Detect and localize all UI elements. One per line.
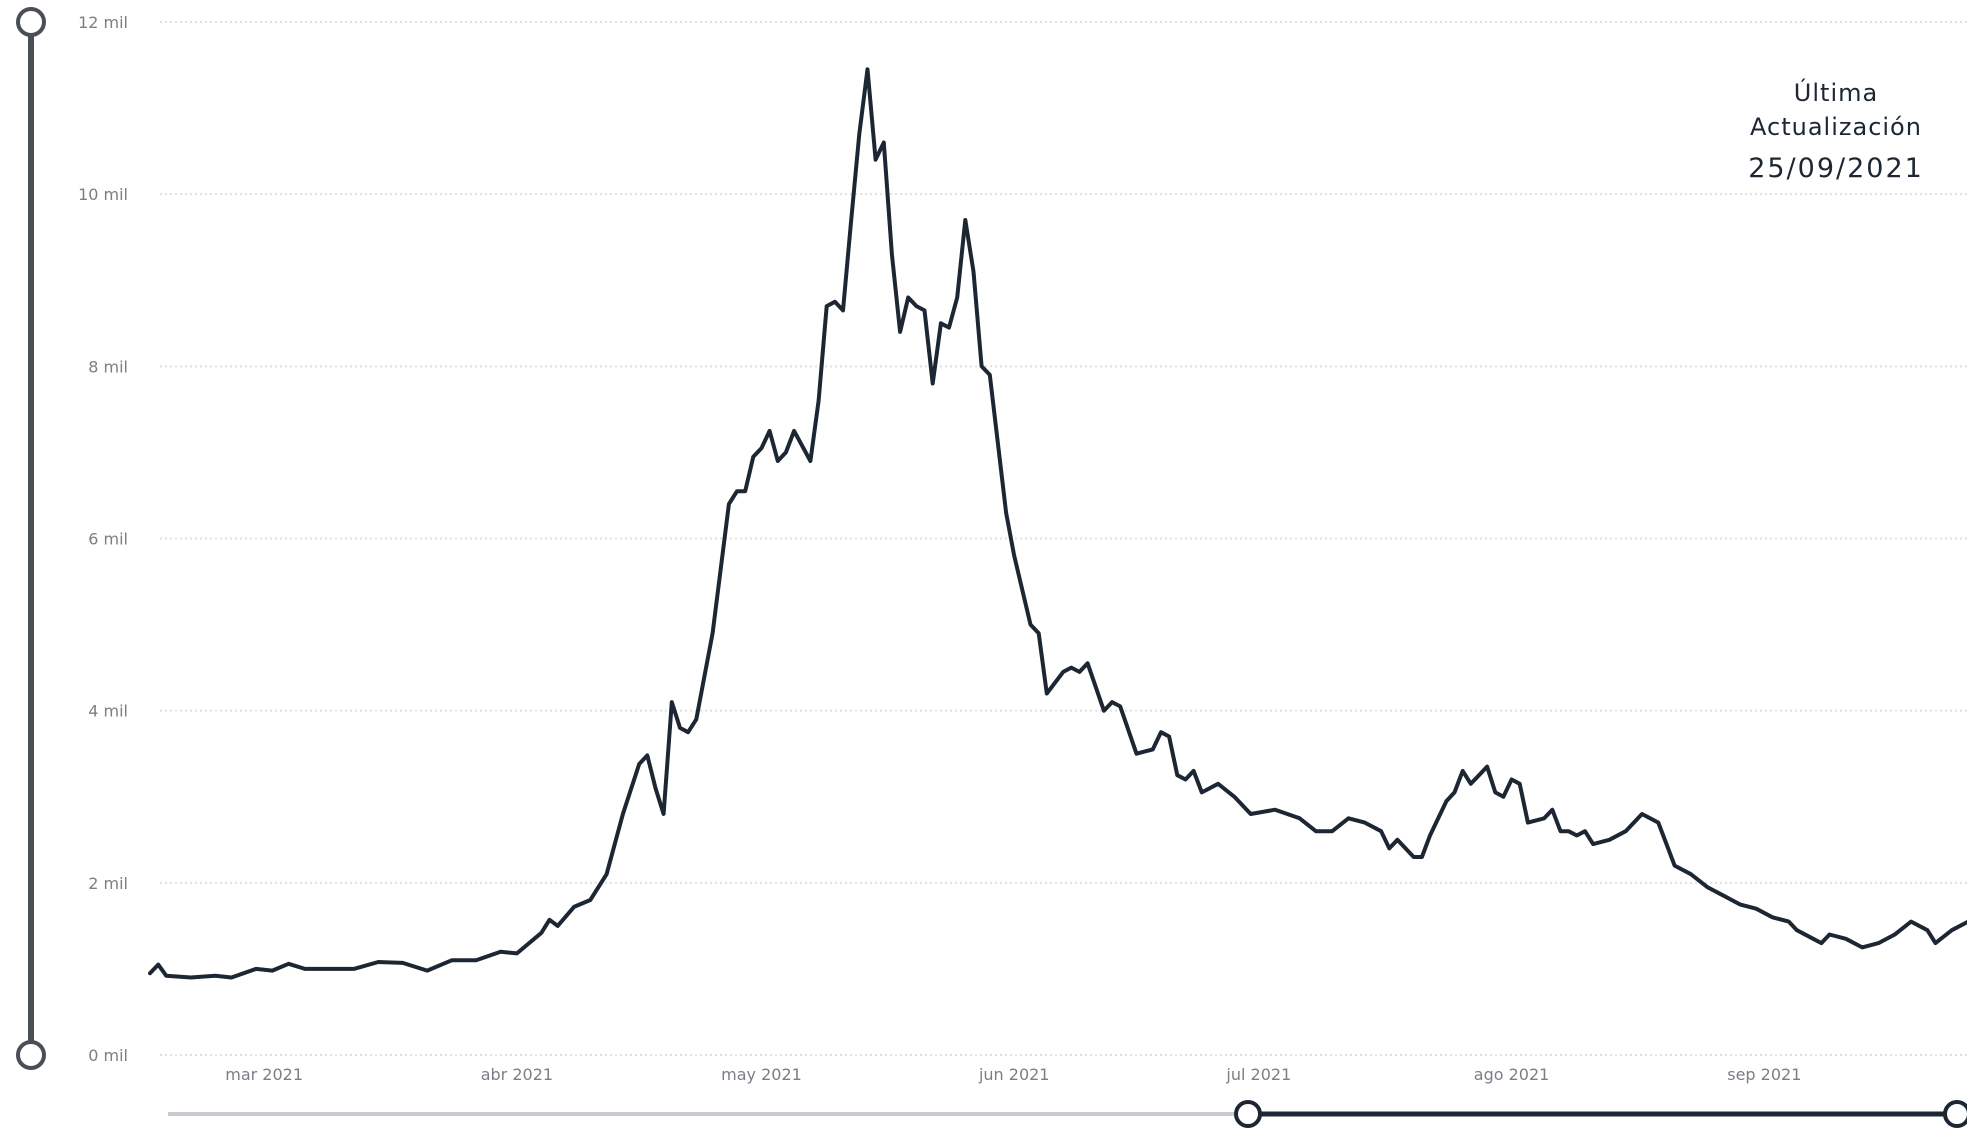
y-tick-label: 8 mil [88, 357, 128, 376]
y-range-slider[interactable] [16, 7, 46, 1070]
last-update-line1: Última [1793, 79, 1879, 107]
x-slider-left-handle[interactable] [1234, 1100, 1262, 1128]
last-update-note: Última Actualización 25/09/2021 [1721, 76, 1951, 186]
series-line [148, 67, 1967, 980]
x-slider-right-handle[interactable] [1943, 1100, 1967, 1128]
x-tick-label: may 2021 [721, 1065, 802, 1084]
x-tick-label: jul 2021 [1225, 1065, 1291, 1084]
x-axis-ticks: mar 2021 abr 2021 may 2021 jun 2021 jul 2021… [225, 1065, 1801, 1084]
gridlines [160, 21, 1967, 1056]
x-range-slider[interactable] [168, 1100, 1967, 1128]
y-tick-label: 6 mil [88, 530, 128, 549]
last-update-date: 25/09/2021 [1748, 153, 1924, 184]
y-tick-label: 0 mil [88, 1046, 128, 1065]
last-update-line2: Actualización [1750, 113, 1922, 141]
y-slider-bottom-handle[interactable] [16, 1040, 46, 1070]
x-tick-label: abr 2021 [481, 1065, 553, 1084]
x-tick-label: sep 2021 [1727, 1065, 1801, 1084]
x-tick-label: jun 2021 [978, 1065, 1050, 1084]
x-tick-label: ago 2021 [1474, 1065, 1550, 1084]
y-tick-label: 4 mil [88, 702, 128, 721]
y-axis-ticks: 0 mil 2 mil 4 mil 6 mil 8 mil 10 mil 12 mil [78, 13, 128, 1065]
x-tick-label: mar 2021 [225, 1065, 303, 1084]
y-tick-label: 12 mil [78, 13, 128, 32]
y-tick-label: 2 mil [88, 874, 128, 893]
y-slider-top-handle[interactable] [16, 7, 46, 37]
y-tick-label: 10 mil [78, 185, 128, 204]
